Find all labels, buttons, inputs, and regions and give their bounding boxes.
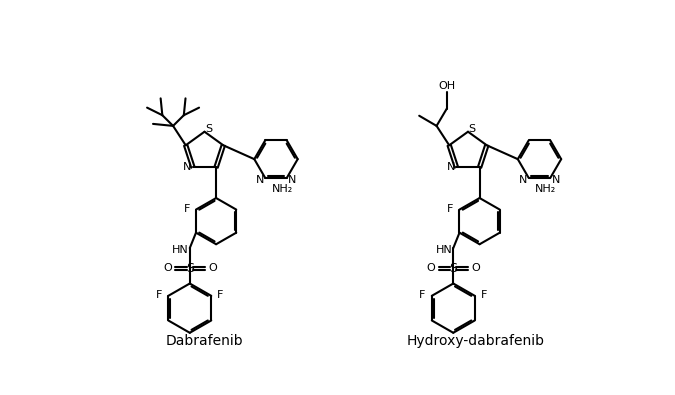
Text: N: N bbox=[184, 162, 192, 172]
Text: N: N bbox=[551, 175, 560, 185]
Text: N: N bbox=[447, 162, 455, 172]
Text: HN: HN bbox=[172, 245, 189, 255]
Text: F: F bbox=[447, 204, 454, 214]
Text: S: S bbox=[450, 261, 457, 275]
Text: F: F bbox=[184, 204, 190, 214]
Text: O: O bbox=[163, 263, 171, 273]
Text: O: O bbox=[471, 263, 480, 273]
Text: F: F bbox=[156, 290, 162, 300]
Text: HN: HN bbox=[435, 245, 452, 255]
Text: S: S bbox=[186, 261, 194, 275]
Text: OH: OH bbox=[438, 81, 456, 90]
Text: F: F bbox=[419, 290, 426, 300]
Text: O: O bbox=[208, 263, 217, 273]
Text: N: N bbox=[519, 175, 527, 185]
Text: F: F bbox=[481, 290, 487, 300]
Text: Dabrafenib: Dabrafenib bbox=[165, 334, 243, 348]
Text: N: N bbox=[288, 175, 296, 185]
Text: N: N bbox=[256, 175, 264, 185]
Text: Hydroxy-dabrafenib: Hydroxy-dabrafenib bbox=[407, 334, 545, 348]
Text: F: F bbox=[217, 290, 223, 300]
Text: NH₂: NH₂ bbox=[271, 184, 293, 194]
Text: S: S bbox=[205, 124, 212, 134]
Text: O: O bbox=[427, 263, 435, 273]
Text: S: S bbox=[468, 124, 475, 134]
Text: NH₂: NH₂ bbox=[535, 184, 556, 194]
